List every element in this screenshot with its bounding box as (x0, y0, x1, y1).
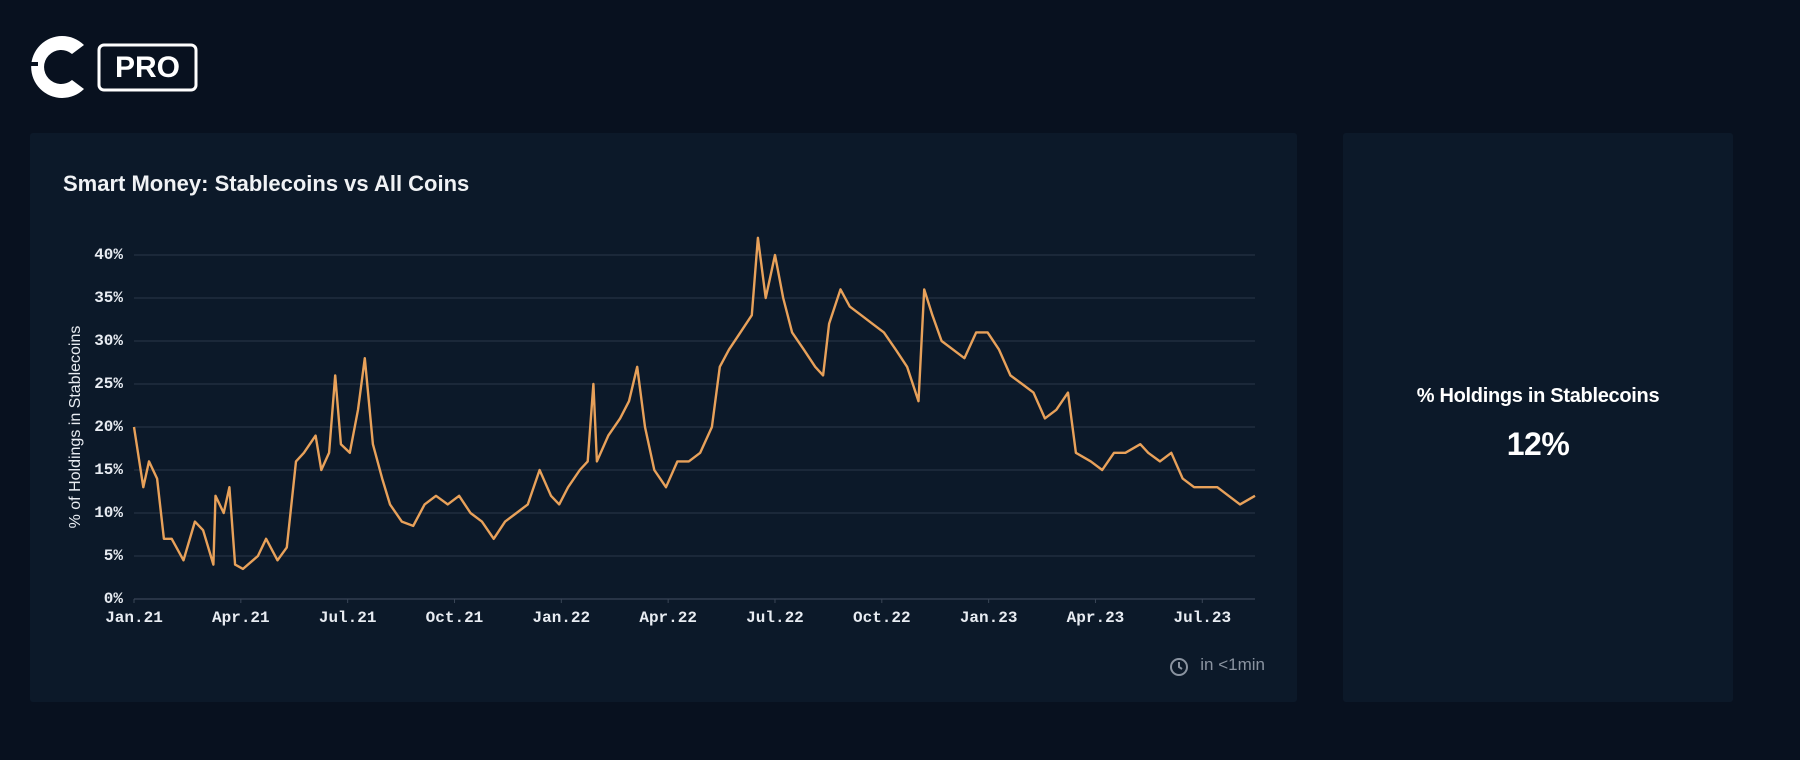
y-tick-label: 0% (104, 590, 124, 608)
stat-label: % Holdings in Stablecoins (1416, 385, 1660, 407)
stat-card: % Holdings in Stablecoins 12% (1343, 133, 1733, 702)
y-tick-label: 40% (94, 246, 123, 264)
y-tick-label: 20% (94, 418, 123, 436)
x-tick-label: Apr.21 (212, 609, 270, 627)
y-tick-label: 30% (94, 332, 123, 350)
x-tick-label: Jan.21 (105, 609, 163, 627)
x-tick-label: Jan.22 (533, 609, 591, 627)
x-tick-label: Jul.21 (319, 609, 377, 627)
x-tick-label: Apr.23 (1067, 609, 1125, 627)
x-tick-label: Oct.22 (853, 609, 911, 627)
logo-notch (28, 62, 38, 66)
y-tick-label: 5% (104, 547, 124, 565)
refresh-icon (1170, 658, 1188, 676)
y-tick-label: 15% (94, 461, 123, 479)
chart-card (30, 133, 1297, 702)
x-tick-label: Apr.22 (639, 609, 697, 627)
x-tick-label: Jul.22 (746, 609, 804, 627)
badge-frame (97, 43, 198, 92)
y-tick-label: 25% (94, 375, 123, 393)
y-tick-label: 10% (94, 504, 123, 522)
data-line (132, 236, 1256, 571)
x-tick-label: Jul.23 (1173, 609, 1231, 627)
badge-text: PRO (115, 51, 180, 84)
refresh-note: in <1min (1200, 655, 1265, 674)
y-tick-label: 35% (94, 289, 123, 307)
y-axis-label: % of Holdings in Stablecoins (67, 326, 84, 529)
x-tick-label: Oct.21 (426, 609, 484, 627)
logo-mark (31, 35, 84, 98)
chart-title: Smart Money: Stablecoins vs All Coins (63, 171, 469, 196)
logo: PRO (28, 35, 198, 98)
stat-value: 12% (1506, 426, 1570, 462)
x-tick-label: Jan.23 (960, 609, 1018, 627)
